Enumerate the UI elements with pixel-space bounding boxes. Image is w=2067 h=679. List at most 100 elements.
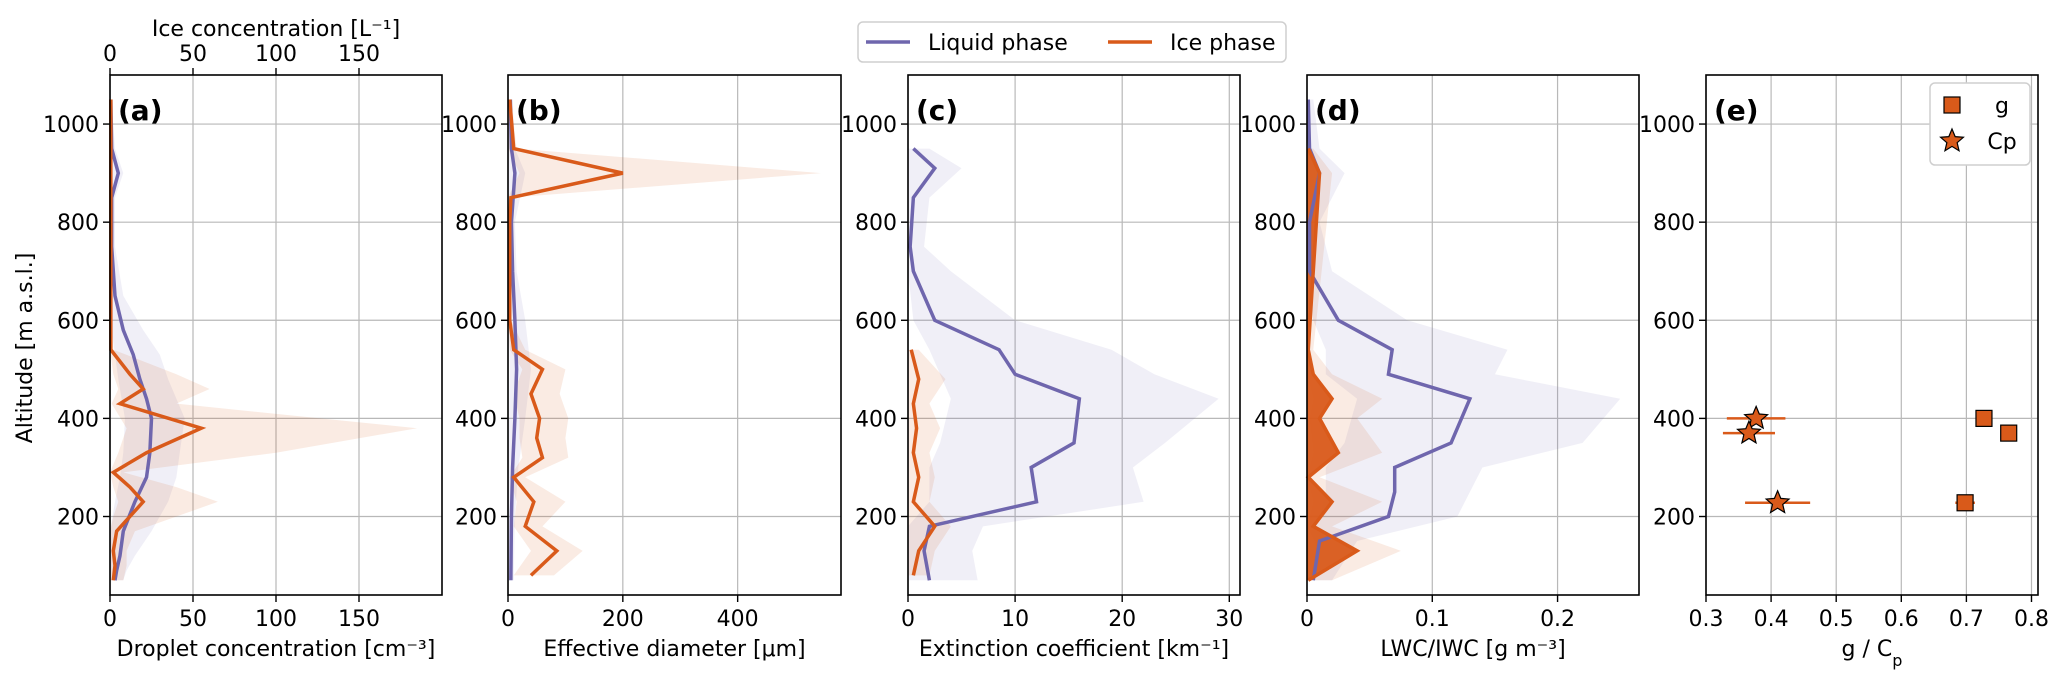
line-ice xyxy=(109,99,207,581)
x-tick-label-1: 0.1 xyxy=(1415,607,1450,632)
y-tick-label-0: 200 xyxy=(57,506,99,531)
x-axis-title: Extinction coefficient [km⁻¹] xyxy=(919,637,1229,662)
y-tick-label-0: 200 xyxy=(855,506,897,531)
legend-g-label: g xyxy=(1995,94,2009,119)
y-tick-label-2: 600 xyxy=(1653,309,1695,334)
line-ice xyxy=(1305,147,1361,582)
panel-label: (b) xyxy=(516,94,562,127)
x-tick-label-3: 30 xyxy=(1215,607,1243,632)
x-tick-label-2: 20 xyxy=(1108,607,1136,632)
y-tick-label-1: 400 xyxy=(1653,407,1695,432)
ice-area-fill xyxy=(1307,148,1358,581)
y-tick-label-2: 600 xyxy=(1254,309,1296,334)
y-tick-label-3: 800 xyxy=(57,211,99,236)
y-tick-label-3: 800 xyxy=(855,211,897,236)
band-liquid xyxy=(110,99,185,581)
point-g-1 xyxy=(2000,424,2018,442)
top-x-tick-label-3: 150 xyxy=(338,42,380,67)
panel-c: 0 10 20 30 200 400 600 800 1000 Extinction coeffi… xyxy=(841,74,1243,662)
y-tick-label-3: 800 xyxy=(1254,211,1296,236)
top-legend: Liquid phase Ice phase xyxy=(857,21,1287,63)
x-tick-label-2: 100 xyxy=(255,607,297,632)
axes-frame xyxy=(1705,74,2039,596)
y-tick-label-1: 400 xyxy=(57,407,99,432)
point-Cp-0 xyxy=(1743,404,1770,430)
y-tick-label-4: 1000 xyxy=(1240,113,1296,138)
band-liquid xyxy=(908,148,1219,581)
panel-d: 0 0.1 0.2 200 400 600 800 1000 LWC/IWC [g m⁻³] (d… xyxy=(1240,74,1640,662)
band-ice xyxy=(1307,148,1401,581)
y-tick-label-4: 1000 xyxy=(841,113,897,138)
y-tick-label-2: 600 xyxy=(57,309,99,334)
y-tick-label-1: 400 xyxy=(855,407,897,432)
x-tick-label-2: 400 xyxy=(717,607,759,632)
top-x-axis-title: Ice concentration [L⁻¹] xyxy=(152,17,400,42)
panel-e: g Cp 0.3 0.4 0.5 0.6 0.7 0.8 200 400 600 800 1000 g /… xyxy=(1639,74,2049,670)
x-axis-title-subscript: p xyxy=(1892,651,1902,670)
point-g-0 xyxy=(1975,409,1993,427)
x-axis-title: Effective diameter [μm] xyxy=(543,637,805,662)
top-x-tick-label-1: 50 xyxy=(179,42,207,67)
panel-label: (d) xyxy=(1315,94,1361,127)
point-Cp-2 xyxy=(1764,489,1791,514)
x-tick-label-0: 0 xyxy=(901,607,915,632)
top-x-tick-label-2: 100 xyxy=(255,42,297,67)
band-ice xyxy=(110,99,418,581)
y-tick-label-1: 400 xyxy=(1254,407,1296,432)
x-axis-title: LWC/IWC [g m⁻³] xyxy=(1380,637,1565,662)
point-Cp-1 xyxy=(1736,419,1762,445)
y-tick-label-0: 200 xyxy=(1254,506,1296,531)
y-tick-label-3: 800 xyxy=(1653,211,1695,236)
axes-frame xyxy=(507,74,842,596)
legend-g-marker xyxy=(1943,96,1961,114)
band-liquid xyxy=(1307,99,1621,581)
line-liquid xyxy=(908,147,1082,581)
panel-b: 0 200 400 200 400 600 800 1000 Effective diamete… xyxy=(441,74,842,662)
band-ice xyxy=(908,349,951,576)
point-g-2 xyxy=(1956,494,1974,512)
x-tick-label-1: 50 xyxy=(179,607,207,632)
legend-cp-marker xyxy=(1939,127,1965,152)
panel-label: (a) xyxy=(118,94,163,127)
y-tick-label-4: 1000 xyxy=(441,113,497,138)
legend-cp-label: Cp xyxy=(1987,130,2016,155)
legend-label-1: Ice phase xyxy=(1170,31,1276,56)
x-tick-label-1: 200 xyxy=(602,607,644,632)
x-tick-label-4: 0.7 xyxy=(1949,607,1984,632)
x-axis-title: Droplet concentration [cm⁻³] xyxy=(117,637,436,662)
y-tick-label-1: 400 xyxy=(455,407,497,432)
x-axis-title: g / Cp xyxy=(1842,637,1903,670)
x-tick-label-0: 0.3 xyxy=(1689,607,1724,632)
x-tick-label-1: 10 xyxy=(1001,607,1029,632)
y-tick-label-3: 800 xyxy=(455,211,497,236)
line-liquid xyxy=(1306,99,1473,581)
y-tick-label-2: 600 xyxy=(455,309,497,334)
x-tick-label-0: 0 xyxy=(1300,607,1314,632)
panel-e-legend: g Cp xyxy=(1929,82,2031,166)
legend-label-0: Liquid phase xyxy=(928,31,1068,56)
x-tick-label-5: 0.8 xyxy=(2014,607,2049,632)
axes-frame xyxy=(1306,74,1640,596)
axes-frame xyxy=(907,74,1241,596)
y-tick-label-4: 1000 xyxy=(1639,113,1695,138)
line-liquid xyxy=(508,99,519,581)
y-tick-label-2: 600 xyxy=(855,309,897,334)
y-tick-label-0: 200 xyxy=(1653,506,1695,531)
y-axis-title: Altitude [m a.s.l.] xyxy=(13,253,38,444)
line-ice xyxy=(909,349,937,576)
x-tick-label-2: 0.2 xyxy=(1540,607,1575,632)
x-tick-label-0: 0 xyxy=(501,607,515,632)
band-ice xyxy=(508,99,821,576)
y-tick-label-0: 200 xyxy=(455,506,497,531)
panel-label: (c) xyxy=(916,94,958,127)
x-tick-label-2: 0.5 xyxy=(1819,607,1854,632)
panel-label: (e) xyxy=(1714,94,1759,127)
x-tick-label-3: 0.6 xyxy=(1884,607,1919,632)
y-tick-label-4: 1000 xyxy=(43,113,99,138)
x-tick-label-1: 0.4 xyxy=(1754,607,1789,632)
line-ice xyxy=(507,99,624,577)
top-legend-frame xyxy=(857,21,1287,63)
